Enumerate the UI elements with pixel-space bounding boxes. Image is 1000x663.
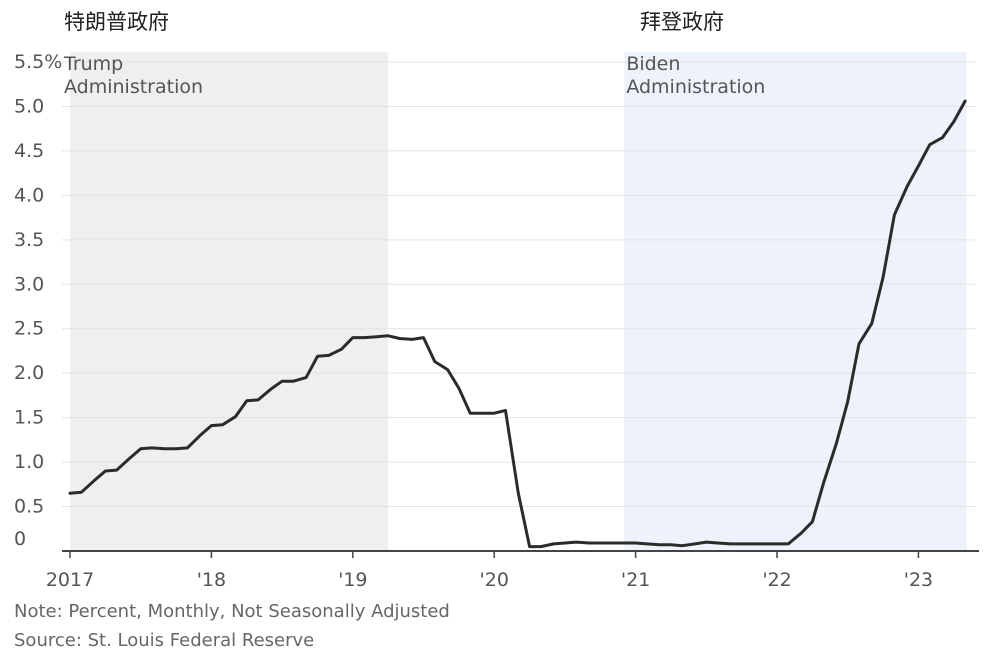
y-axis-ticks: 0 0.5 1.0 1.5 2.0 2.5 3.0 3.5 4.0 4.5 5.0 5.5% — [14, 51, 62, 550]
chart-source: Source: St. Louis Federal Reserve — [14, 630, 315, 651]
shaded-region-0 — [70, 52, 389, 551]
x-tick-label-3: '20 — [480, 569, 509, 591]
shaded-regions — [70, 52, 967, 551]
shaded-region-1 — [624, 52, 967, 551]
series — [68, 99, 967, 549]
y-tick-label-4: 2.0 — [14, 362, 44, 384]
region-label-1-line-1: Administration — [626, 76, 765, 98]
x-axis-ticks: 2017 '18 '19 '20 '21 '22 '23 — [46, 551, 933, 591]
grid-lines — [62, 61, 975, 508]
series-line-0 — [68, 99, 967, 549]
x-tick-label-1: '18 — [197, 569, 226, 591]
y-tick-label-2: 1.0 — [14, 451, 44, 473]
y-tick-label-1: 0.5 — [14, 496, 44, 518]
y-tick-label-11: 5.5% — [14, 51, 62, 73]
trump-administration-cn-label: 特朗普政府 — [64, 10, 169, 34]
chart-note: Note: Percent, Monthly, Not Seasonally A… — [14, 601, 450, 622]
y-tick-label-6: 3.0 — [14, 273, 44, 295]
x-tick-label-4: '21 — [621, 569, 650, 591]
y-tick-label-0: 0 — [14, 528, 26, 550]
y-tick-label-8: 4.0 — [14, 184, 44, 206]
region-label-0-line-0: Trump — [63, 53, 123, 75]
biden-administration-cn-label: 拜登政府 — [640, 10, 724, 34]
y-tick-label-9: 4.5 — [14, 140, 44, 162]
y-tick-label-7: 3.5 — [14, 229, 44, 251]
y-tick-label-10: 5.0 — [14, 95, 44, 117]
region-label-1-line-0: Biden — [626, 53, 680, 75]
y-tick-label-3: 1.5 — [14, 407, 44, 429]
y-tick-label-5: 2.5 — [14, 318, 44, 340]
x-tick-label-6: '23 — [904, 569, 933, 591]
region-label-0-line-1: Administration — [64, 76, 203, 98]
x-tick-label-5: '22 — [762, 569, 791, 591]
x-tick-label-2: '19 — [338, 569, 367, 591]
x-tick-label-0: 2017 — [46, 569, 94, 591]
